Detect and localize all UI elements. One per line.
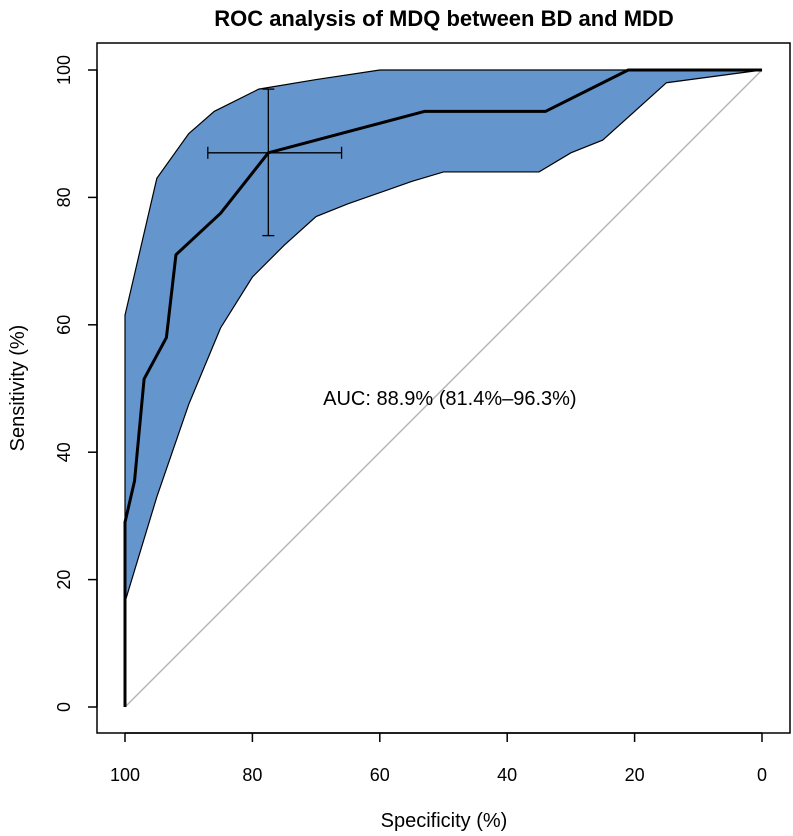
diagonal-reference-line — [124, 69, 763, 708]
y-axis-label: Sensitivity (%) — [7, 325, 29, 452]
plot-area — [123, 68, 763, 708]
chart-title: ROC analysis of MDQ between BD and MDD — [214, 6, 674, 31]
x-axis: 100 80 60 40 20 0 — [110, 732, 767, 785]
y-tick-label: 60 — [54, 315, 74, 335]
auc-annotation: AUC: 88.9% (81.4%–96.3%) — [323, 388, 576, 410]
threshold-ci-cross — [207, 88, 343, 237]
x-tick-label: 0 — [757, 765, 767, 785]
x-tick-label: 100 — [110, 765, 140, 785]
y-tick-label: 80 — [54, 187, 74, 207]
x-tick-label: 60 — [370, 765, 390, 785]
x-axis-label: Specificity (%) — [381, 810, 508, 832]
x-tick-label: 80 — [242, 765, 262, 785]
y-tick-label: 40 — [54, 442, 74, 462]
y-axis: 0 20 40 60 80 100 — [54, 55, 98, 712]
roc-curve-line — [123, 68, 762, 707]
y-tick-label: 0 — [54, 702, 74, 712]
y-tick-label: 100 — [54, 55, 74, 85]
x-tick-label: 40 — [497, 765, 517, 785]
x-tick-label: 20 — [625, 765, 645, 785]
y-tick-label: 20 — [54, 570, 74, 590]
ci-band — [124, 69, 763, 603]
